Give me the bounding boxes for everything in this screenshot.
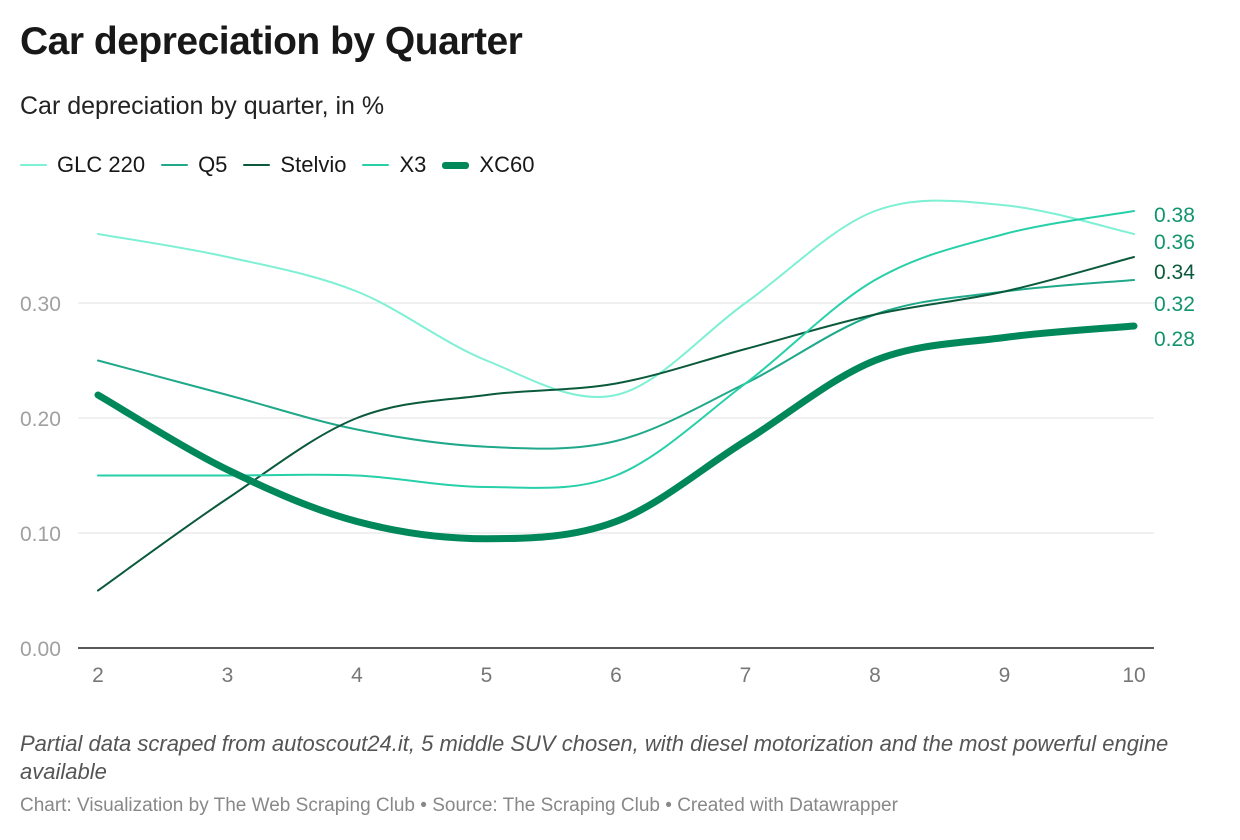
legend-label: XC60 bbox=[479, 152, 535, 177]
x-tick-label: 8 bbox=[869, 664, 881, 687]
y-tick-label: 0.10 bbox=[20, 523, 61, 546]
x-tick-label: 10 bbox=[1122, 664, 1145, 687]
series-line-q5 bbox=[97, 279, 1135, 450]
legend-swatch bbox=[362, 164, 390, 166]
x-tick-label: 9 bbox=[999, 664, 1011, 687]
legend-item: GLC 220 bbox=[20, 152, 145, 178]
legend-item: XC60 bbox=[442, 152, 534, 178]
end-value-label: 0.32 bbox=[1154, 293, 1195, 316]
chart-note: Partial data scraped from autoscout24.it… bbox=[20, 731, 1169, 784]
end-value-label: 0.36 bbox=[1154, 231, 1195, 254]
x-tick-label: 2 bbox=[92, 664, 104, 687]
chart-subtitle: Car depreciation by quarter, in % bbox=[20, 92, 385, 120]
legend-item: Q5 bbox=[161, 152, 227, 178]
x-tick-label: 4 bbox=[351, 664, 363, 687]
x-tick-label: 5 bbox=[481, 664, 493, 687]
x-tick-label: 7 bbox=[740, 664, 752, 687]
chart-credit: Chart: Visualization by The Web Scraping… bbox=[20, 795, 898, 816]
legend-label: Q5 bbox=[198, 152, 228, 177]
end-value-label: 0.34 bbox=[1154, 261, 1195, 284]
series-line-stelvio bbox=[97, 256, 1135, 592]
y-tick-label: 0.00 bbox=[20, 638, 61, 661]
legend-item: X3 bbox=[362, 152, 426, 178]
chart-title: Car depreciation by Quarter bbox=[20, 20, 523, 63]
y-tick-label: 0.30 bbox=[20, 293, 61, 316]
line-chart: 0.00 0.10 0.20 0.30 2 3 4 5 6 7 8 9 10 0.36 0.32 0.34 0.… bbox=[20, 199, 1195, 687]
legend-label: X3 bbox=[399, 152, 427, 177]
end-value-label: 0.28 bbox=[1154, 328, 1195, 351]
legend-swatch bbox=[161, 164, 189, 166]
legend-label: GLC 220 bbox=[57, 152, 146, 177]
end-value-label: 0.38 bbox=[1154, 204, 1195, 227]
series-line-xc60 bbox=[94, 322, 1138, 543]
x-tick-label: 6 bbox=[610, 664, 622, 687]
legend-swatch bbox=[243, 164, 271, 166]
series-line-glc-220 bbox=[97, 199, 1135, 398]
legend-swatch bbox=[442, 161, 470, 169]
legend-swatch bbox=[20, 164, 47, 166]
x-tick-label: 3 bbox=[222, 664, 234, 687]
y-tick-label: 0.20 bbox=[20, 408, 61, 431]
legend-label: Stelvio bbox=[280, 152, 347, 177]
series-line-x3 bbox=[97, 210, 1135, 489]
legend: GLC 220 Q5 Stelvio X3 XC60 bbox=[20, 152, 534, 178]
legend-item: Stelvio bbox=[243, 152, 346, 178]
